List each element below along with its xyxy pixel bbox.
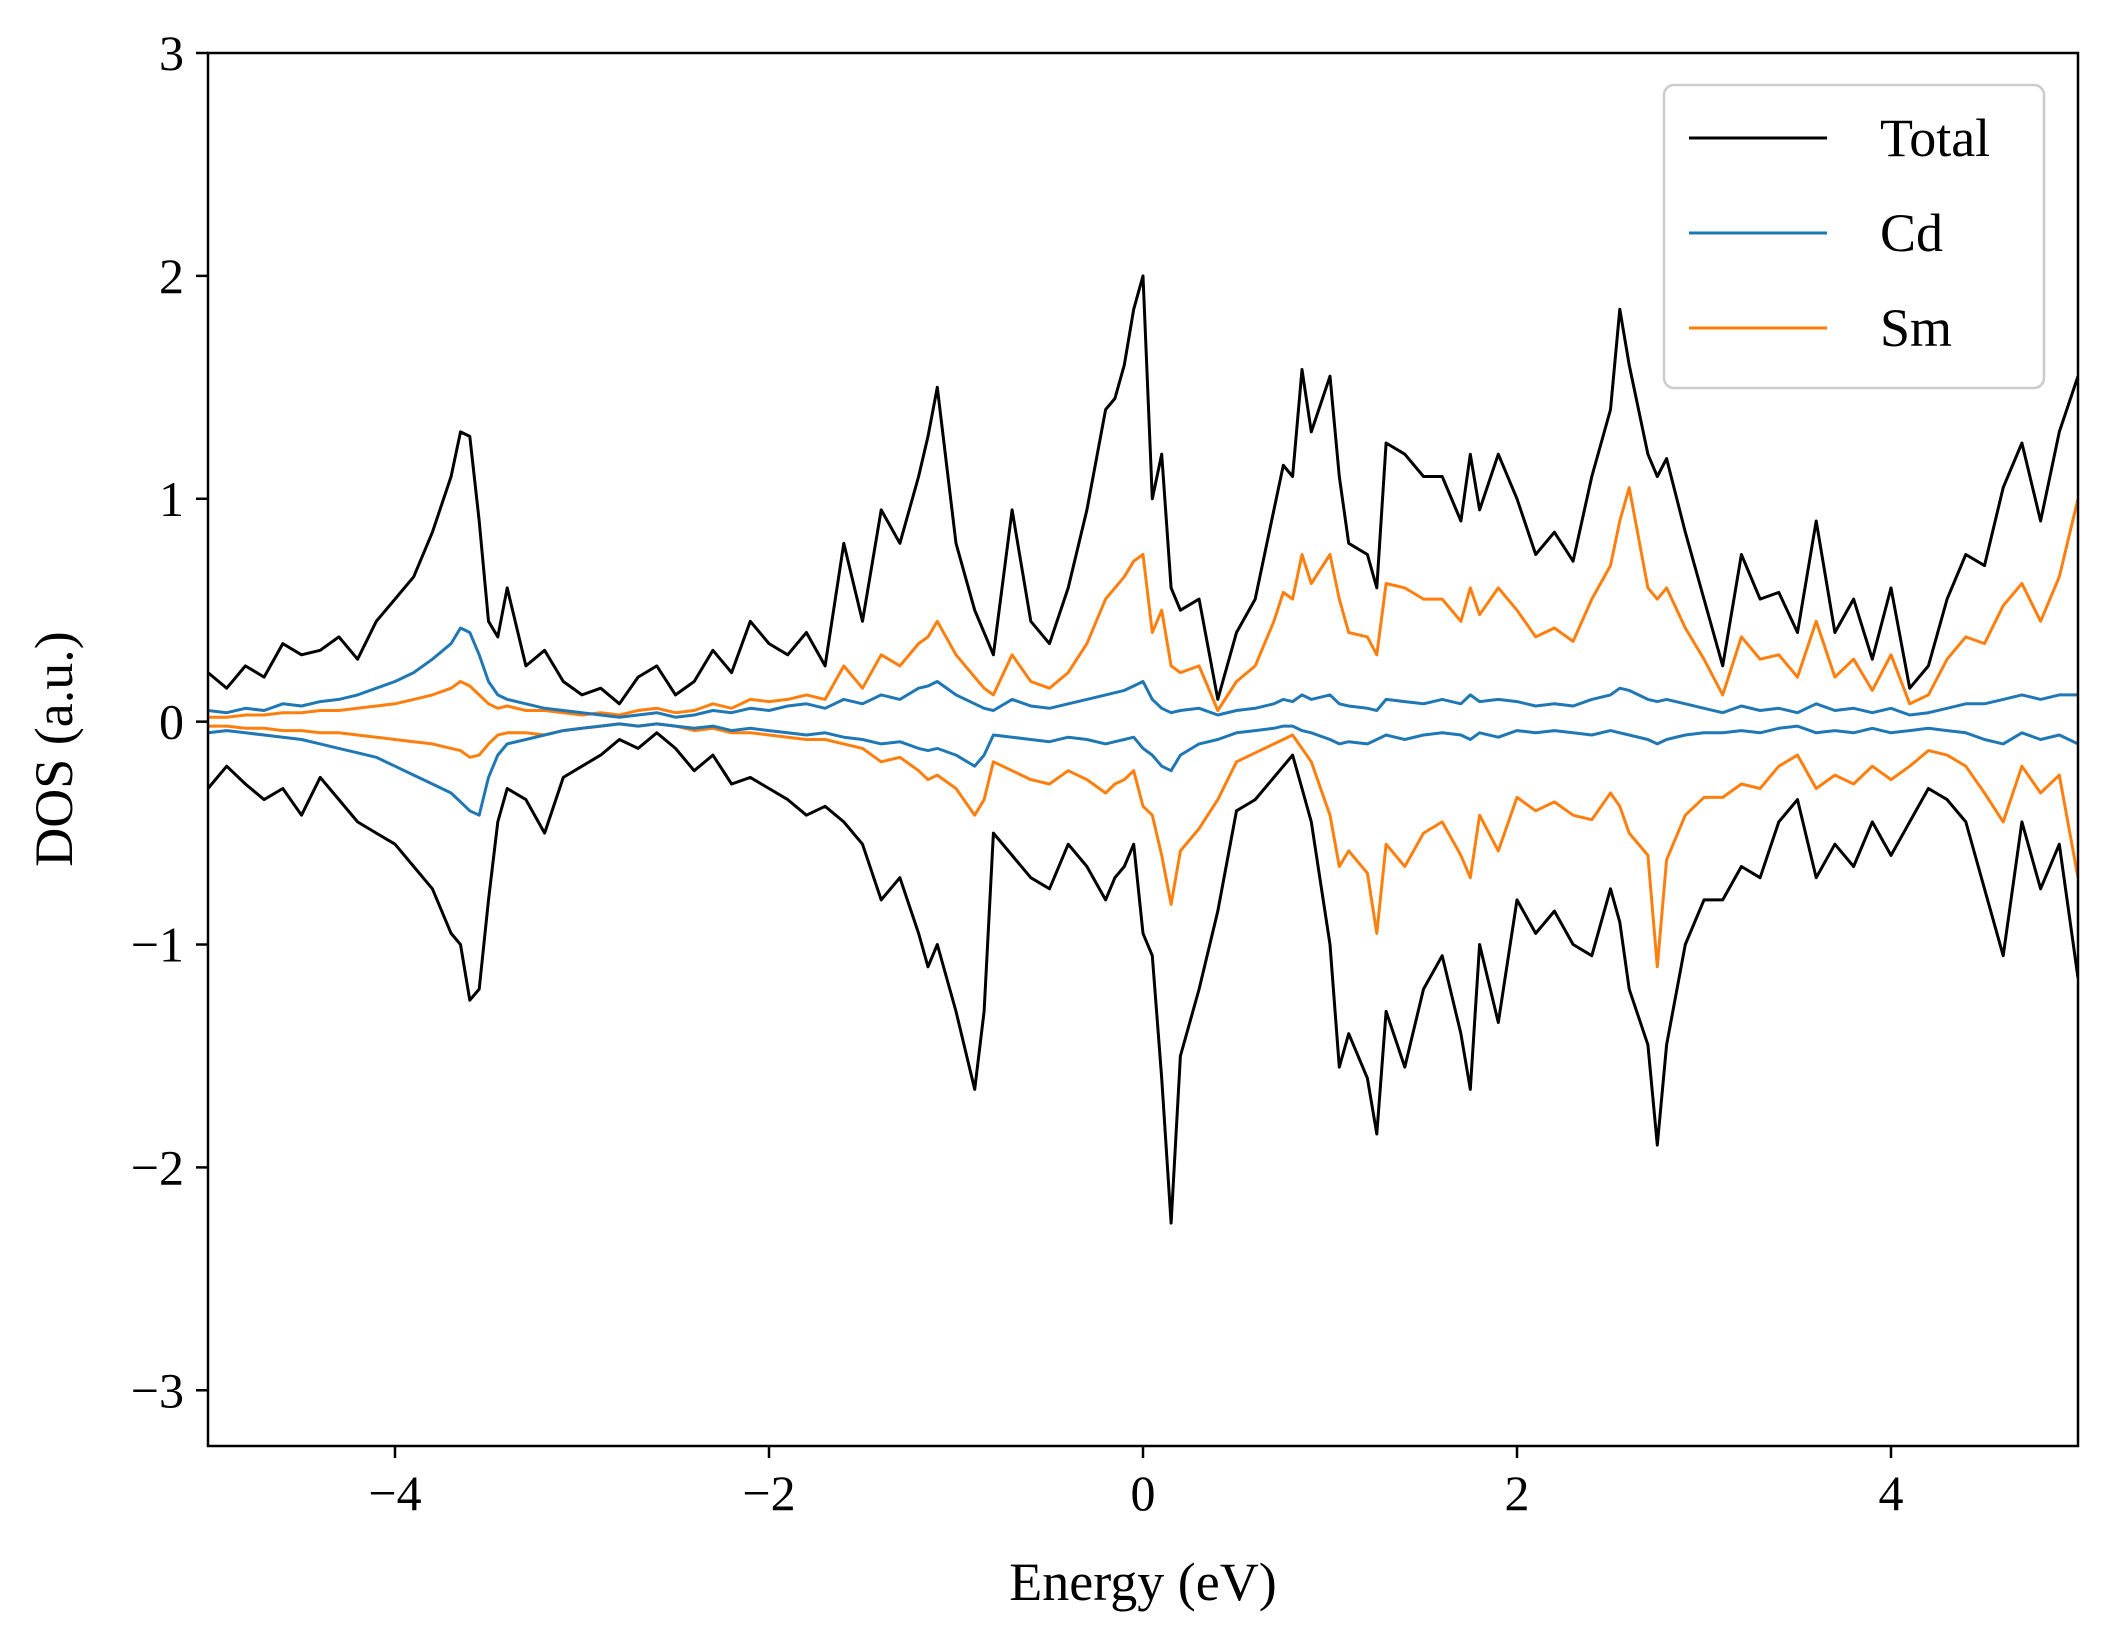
y-tick-label: 3	[159, 25, 184, 81]
y-axis-title: DOS (a.u.)	[24, 631, 84, 866]
y-tick-label: −2	[131, 1139, 184, 1195]
legend: Total Cd Sm	[1662, 83, 2046, 390]
x-tick-label: −2	[742, 1465, 795, 1521]
x-axis-title: Energy (eV)	[1009, 1552, 1276, 1612]
y-tick-label: −3	[131, 1362, 184, 1418]
y-tick-label: 0	[159, 694, 184, 750]
y-axis-ticks: −3 −2 −1 0 1 2 3	[131, 25, 208, 1418]
legend-label-sm: Sm	[1880, 298, 1952, 358]
x-axis-ticks: −4 −2 0 2 4	[368, 1446, 1904, 1521]
series-layer	[208, 274, 2078, 1225]
y-tick-label: 2	[159, 248, 184, 304]
x-tick-label: 0	[1131, 1465, 1156, 1521]
series-cd-down-line	[208, 722, 2078, 817]
series-total-down-line	[208, 731, 2078, 1225]
series-total-up-line	[208, 274, 2078, 706]
legend-label-cd: Cd	[1880, 203, 1943, 263]
legend-label-total: Total	[1880, 108, 1990, 168]
x-tick-label: 4	[1879, 1465, 1904, 1521]
legend-box	[1662, 83, 2046, 390]
y-tick-label: 1	[159, 471, 184, 527]
y-tick-label: −1	[131, 917, 184, 973]
series-sm-down-line	[208, 722, 2078, 969]
x-tick-label: −4	[368, 1465, 421, 1521]
x-tick-label: 2	[1505, 1465, 1530, 1521]
series-cd-up-line	[208, 626, 2078, 719]
series-sm-up-line	[208, 486, 2078, 719]
